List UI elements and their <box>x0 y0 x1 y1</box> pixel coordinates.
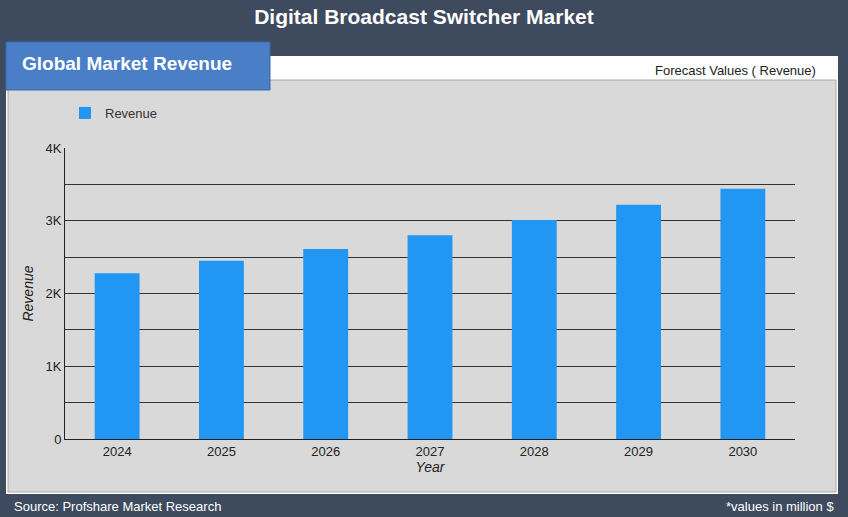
svg-text:2028: 2028 <box>520 444 549 459</box>
svg-text:Revenue: Revenue <box>105 106 157 121</box>
svg-text:Global Market Revenue: Global Market Revenue <box>22 53 232 74</box>
svg-text:*values in million $: *values in million $ <box>726 499 834 514</box>
svg-text:2025: 2025 <box>207 444 236 459</box>
svg-text:2K: 2K <box>45 286 61 301</box>
svg-text:Source: Profshare Market Resea: Source: Profshare Market Research <box>14 499 221 514</box>
svg-text:Year: Year <box>416 459 446 475</box>
svg-text:Revenue: Revenue <box>20 265 36 321</box>
svg-text:2027: 2027 <box>416 444 445 459</box>
svg-text:0: 0 <box>54 432 61 447</box>
svg-text:3K: 3K <box>45 213 61 228</box>
svg-text:2030: 2030 <box>728 444 757 459</box>
svg-text:Digital Broadcast Switcher Mar: Digital Broadcast Switcher Market <box>254 5 594 28</box>
svg-text:4K: 4K <box>45 141 61 156</box>
svg-text:2029: 2029 <box>624 444 653 459</box>
svg-text:2024: 2024 <box>103 444 132 459</box>
svg-text:2026: 2026 <box>311 444 340 459</box>
svg-text:Forecast Values ( Revenue): Forecast Values ( Revenue) <box>655 63 816 78</box>
svg-text:1K: 1K <box>45 359 61 374</box>
